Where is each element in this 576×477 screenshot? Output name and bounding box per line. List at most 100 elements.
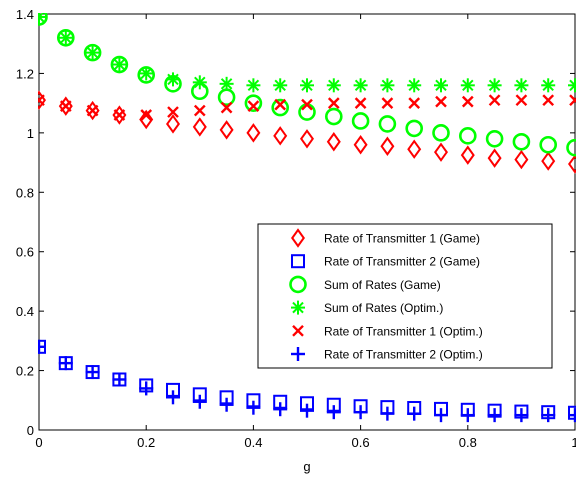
data-point	[487, 408, 502, 423]
x-tick-label: 0.6	[352, 435, 370, 450]
data-point	[167, 106, 179, 118]
data-point	[166, 114, 180, 134]
data-point	[566, 138, 576, 157]
data-point	[298, 103, 316, 121]
data-point	[487, 78, 502, 93]
data-point	[514, 149, 529, 170]
legend-marker	[289, 275, 307, 294]
legend-label: Rate of Transmitter 1 (Optim.)	[324, 324, 483, 338]
data-point	[568, 154, 576, 174]
data-point	[405, 119, 424, 138]
data-point	[246, 400, 261, 415]
data-point	[381, 97, 394, 109]
legend-label: Rate of Transmitter 1 (Game)	[324, 232, 480, 246]
data-point	[353, 135, 368, 155]
data-point	[38, 13, 46, 24]
data-point	[460, 145, 475, 165]
y-tick-label: 0.4	[16, 304, 34, 319]
data-point	[112, 372, 127, 387]
data-point	[515, 94, 528, 107]
data-point	[247, 100, 260, 112]
data-point	[301, 98, 313, 111]
data-point	[485, 130, 504, 148]
legend-label: Sum of Rates (Game)	[324, 278, 441, 292]
data-point	[273, 126, 288, 146]
legend-label: Rate of Transmitter 2 (Optim.)	[324, 348, 483, 362]
data-point	[324, 107, 343, 126]
data-point	[139, 381, 154, 396]
data-point	[85, 45, 100, 60]
series-5	[38, 339, 576, 423]
data-point	[83, 43, 102, 62]
data-point	[434, 142, 448, 162]
data-point	[539, 135, 558, 154]
data-point	[38, 339, 46, 354]
data-point	[192, 394, 207, 409]
legend-marker	[291, 254, 305, 269]
y-tick-label: 0.6	[16, 245, 34, 260]
data-point	[271, 98, 290, 117]
data-point	[432, 124, 450, 142]
data-point	[219, 397, 234, 412]
legend: Rate of Transmitter 1 (Game) Rate of Tran…	[257, 223, 553, 369]
data-point	[408, 97, 421, 109]
data-point	[514, 78, 529, 93]
data-point	[219, 76, 234, 91]
data-point	[246, 123, 261, 143]
data-point	[514, 408, 529, 423]
legend-marker	[292, 324, 304, 337]
y-tick-label: 0.2	[16, 364, 34, 379]
data-point	[434, 408, 448, 423]
data-point	[192, 75, 207, 90]
data-marks	[38, 13, 576, 423]
data-point	[568, 78, 576, 93]
data-point	[380, 78, 395, 93]
data-point	[244, 94, 263, 112]
data-point	[460, 408, 475, 423]
data-point	[274, 98, 287, 111]
data-point	[300, 78, 314, 93]
legend-box	[257, 223, 553, 369]
data-point	[353, 78, 368, 93]
data-point	[38, 13, 48, 26]
data-point	[407, 78, 422, 93]
y-tick-label: 0	[27, 423, 34, 438]
data-point	[219, 120, 234, 140]
data-point	[326, 405, 341, 420]
x-tick-label: 0.2	[137, 435, 155, 450]
data-point	[139, 109, 154, 130]
data-point	[192, 117, 207, 137]
data-point	[110, 55, 129, 74]
legend-label: Sum of Rates (Optim.)	[324, 301, 443, 315]
y-tick-label: 0.8	[16, 185, 34, 200]
data-point	[86, 104, 99, 117]
data-point	[488, 94, 501, 107]
data-point	[220, 101, 233, 114]
data-point	[58, 30, 73, 45]
x-tick-label: 0	[35, 435, 42, 450]
y-tick-label: 1.4	[16, 7, 34, 22]
data-point	[140, 109, 153, 121]
data-point	[166, 390, 180, 405]
data-point	[380, 406, 395, 421]
data-point	[568, 408, 576, 423]
data-point	[353, 405, 368, 420]
data-point	[112, 57, 127, 72]
series-4	[38, 94, 576, 121]
data-point	[542, 94, 555, 107]
data-point	[58, 356, 73, 371]
data-point	[113, 109, 126, 121]
legend-marker	[291, 228, 305, 248]
data-point	[139, 66, 154, 81]
data-point	[85, 365, 100, 380]
data-point	[434, 78, 448, 93]
data-point	[246, 78, 261, 93]
x-tick-label: 1	[571, 435, 576, 450]
plot-frame	[38, 13, 576, 431]
data-point	[351, 112, 370, 130]
data-point	[458, 127, 477, 145]
data-point	[380, 136, 395, 156]
data-point	[327, 97, 340, 109]
data-point	[193, 104, 206, 117]
data-point	[487, 148, 502, 168]
